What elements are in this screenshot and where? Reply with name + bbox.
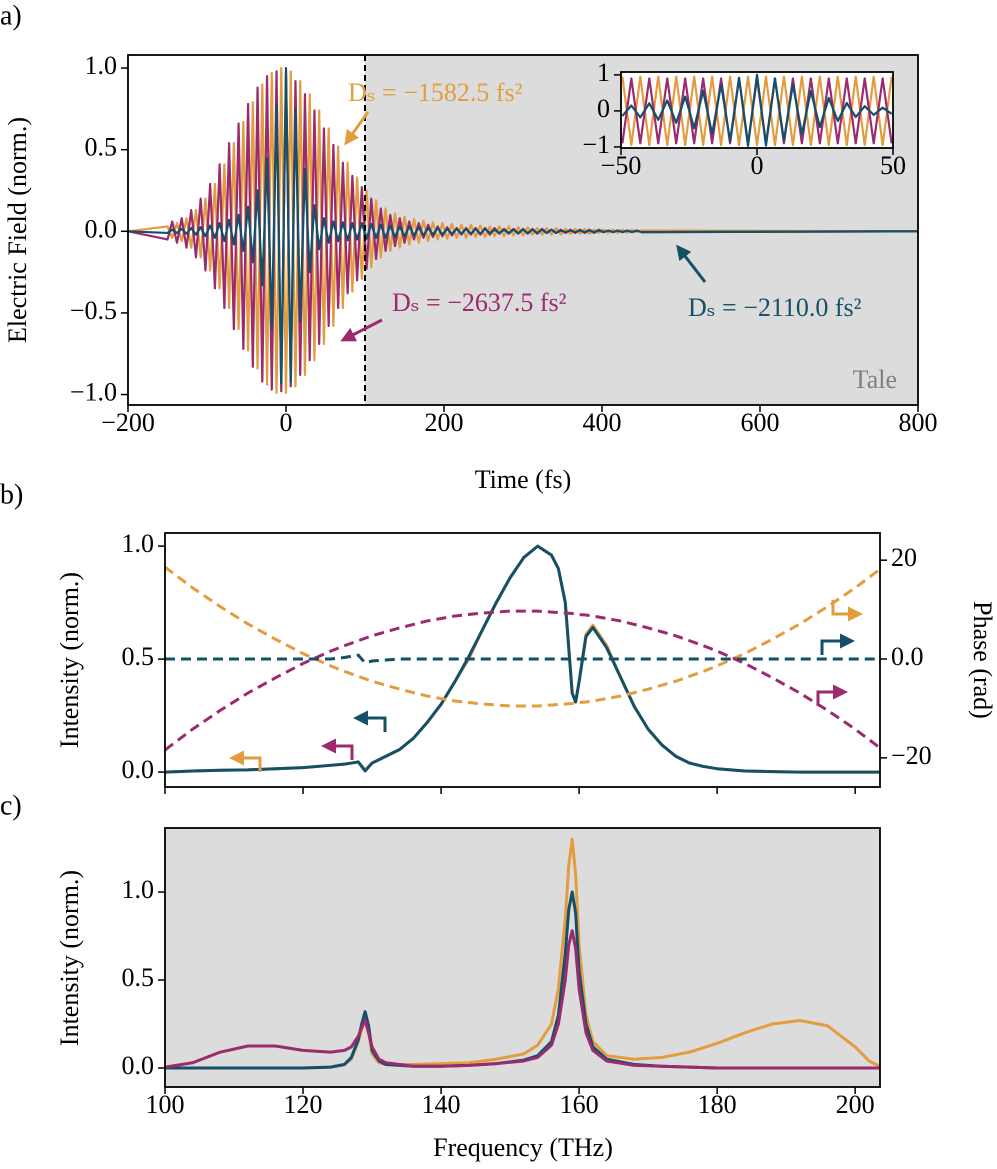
- series-line: [165, 544, 880, 774]
- x-tick-label: 0: [751, 151, 764, 180]
- y2-axis-label: Phase (rad): [968, 601, 997, 719]
- panel-label: c): [0, 790, 22, 821]
- y-tick-label: 0.5: [122, 963, 155, 992]
- y-tick-label: 0: [597, 94, 610, 123]
- x-tick-label: −50: [601, 151, 642, 180]
- series-group: [165, 837, 880, 1070]
- x-tick-label: 800: [899, 408, 938, 437]
- axis-indicator: [820, 633, 855, 655]
- x-axis-label: Frequency (THz): [433, 1133, 613, 1162]
- x-tick-label: 400: [583, 408, 622, 437]
- x-tick-label: 140: [422, 1090, 461, 1119]
- y-tick-label: 0.0: [122, 1051, 155, 1080]
- series-line: [621, 75, 893, 147]
- y2-tick-label: 20: [891, 543, 917, 572]
- x-tick-label: 160: [560, 1090, 599, 1119]
- x-tick-label: 200: [425, 408, 464, 437]
- y-tick-label: −0.5: [70, 296, 117, 325]
- y-tick-label: 1.0: [122, 529, 155, 558]
- x-tick-label: 100: [146, 1090, 185, 1119]
- annotation: Dₛ = −1582.5 fs²: [348, 78, 523, 107]
- series-line: [128, 66, 918, 395]
- y-tick-label: 0.5: [85, 133, 118, 162]
- panel: 100 120 140 160 180 200 0.0 0.5 1.0 Frequency (TH…: [0, 790, 881, 1162]
- arrows: [229, 111, 863, 772]
- y-tick-label: −1.0: [70, 378, 117, 407]
- x-tick-label: 200: [836, 1090, 875, 1119]
- x-tick-label: 120: [284, 1090, 323, 1119]
- y-axis-label: Electric Field (norm.): [3, 117, 32, 343]
- panel-label: a): [0, 0, 22, 31]
- y-tick-label: 1.0: [122, 875, 155, 904]
- y-tick-label: −1: [582, 130, 610, 159]
- y2-tick-label: −20: [891, 741, 932, 770]
- x-tick-label: 180: [698, 1090, 737, 1119]
- axes-frame: [164, 827, 881, 1088]
- axis-indicator: [229, 750, 262, 772]
- series-group: [128, 66, 918, 395]
- series-line: [621, 73, 893, 147]
- plot-background: [165, 828, 880, 1087]
- panel: −50 0 50 −1 0 1: [582, 58, 906, 180]
- series-group: [165, 544, 880, 774]
- y-axis-label: Intensity (norm.): [55, 572, 84, 748]
- arrow: [344, 111, 370, 146]
- y-tick-label: 0.0: [122, 755, 155, 784]
- x-tick-label: 0: [280, 408, 293, 437]
- series-line: [165, 929, 880, 1070]
- annotation: Dₛ = −2110.0 fs²: [688, 293, 862, 322]
- annotation: Tale: [853, 365, 897, 394]
- panel: 0.0 0.5 1.0 −20 0.0 20 Intensity (norm.) Phase …: [0, 479, 997, 794]
- y-axis-label: Intensity (norm.): [55, 870, 84, 1046]
- x-tick-label: 600: [741, 408, 780, 437]
- axis-indicator: [831, 600, 863, 622]
- series-line: [128, 66, 918, 385]
- axis-indicator: [353, 710, 387, 732]
- annotation: Dₛ = −2637.5 fs²: [392, 288, 567, 317]
- x-axis-label: Time (fs): [475, 465, 572, 494]
- y2-tick-label: 0.0: [891, 642, 924, 671]
- axis-indicator: [321, 738, 354, 760]
- panel-label: b): [0, 479, 23, 510]
- x-tick-label: −200: [101, 408, 155, 437]
- x-tick-label: 50: [880, 151, 906, 180]
- series-line: [165, 565, 880, 708]
- axis-indicator: [816, 684, 848, 706]
- axes-frame: [127, 54, 919, 406]
- series-line: [165, 609, 880, 752]
- y-tick-label: 0.5: [122, 642, 155, 671]
- y-tick-label: 1.0: [85, 51, 118, 80]
- arrow: [340, 318, 383, 342]
- series-group: [621, 73, 893, 147]
- y-tick-label: 0.0: [85, 214, 118, 243]
- y-tick-label: 1: [597, 58, 610, 87]
- series-line: [165, 653, 880, 665]
- arrow: [676, 244, 707, 283]
- axes-frame: [164, 532, 881, 788]
